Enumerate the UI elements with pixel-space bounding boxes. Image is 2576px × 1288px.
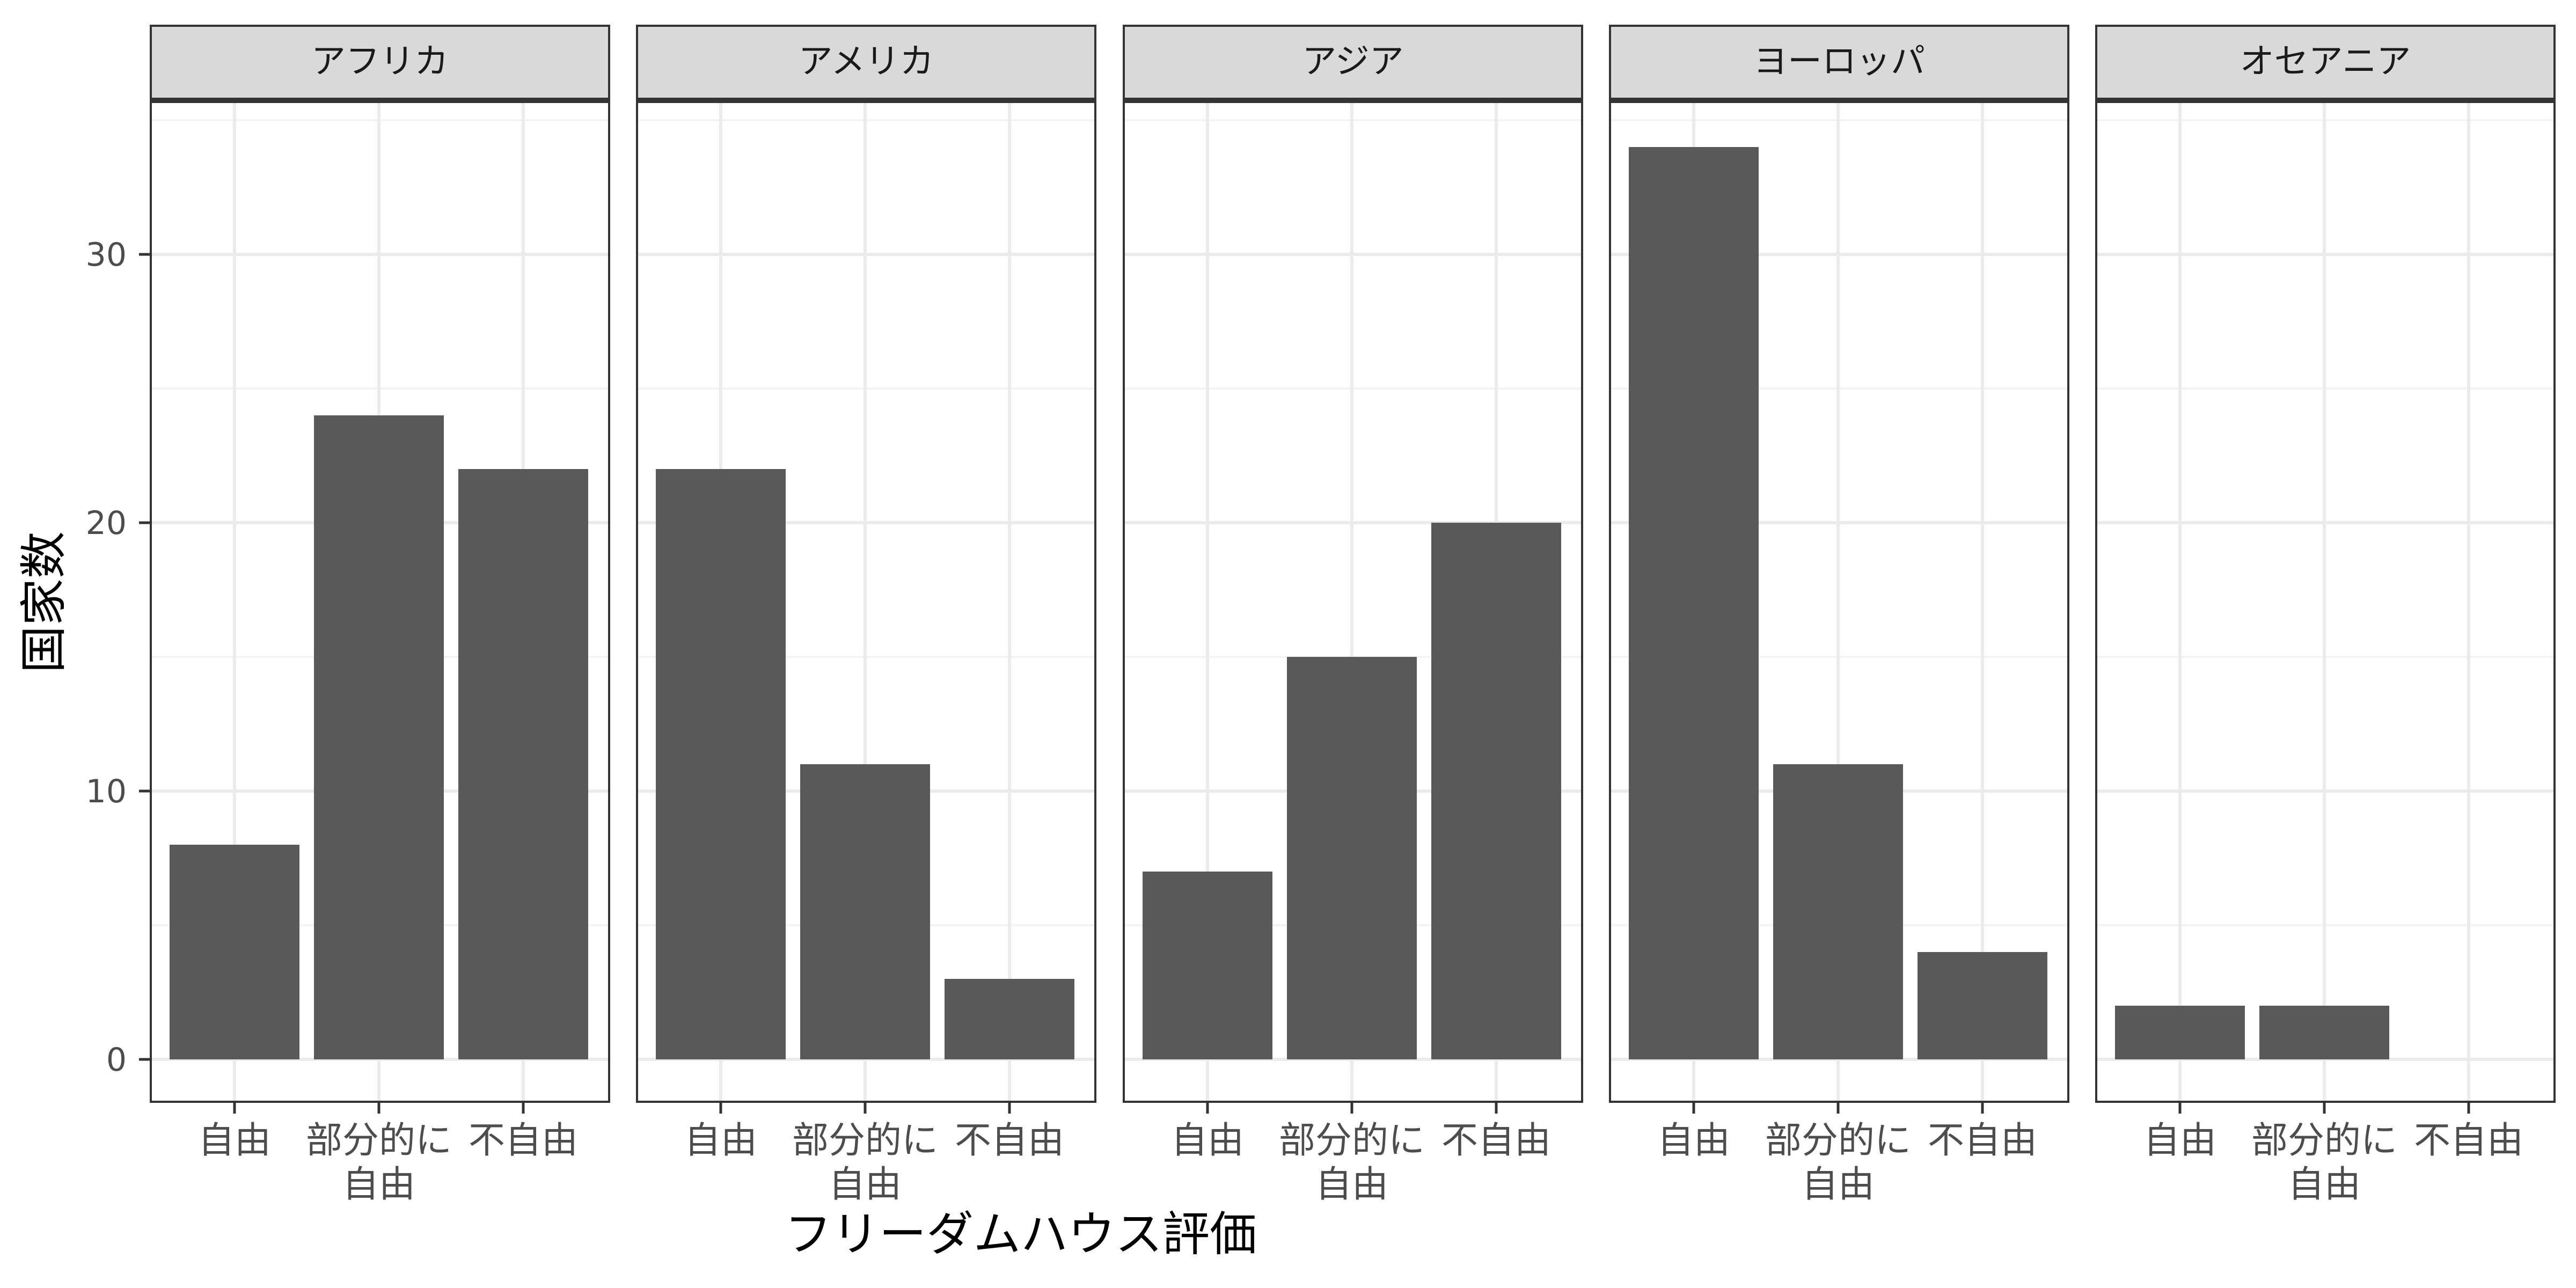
- bar: [170, 845, 299, 1059]
- x-tick-label: 部分的に自由: [306, 1119, 452, 1206]
- x-tick-label: 自由: [2143, 1119, 2216, 1162]
- x-axis-title: フリーダムハウス評価: [785, 1206, 1257, 1262]
- facet-strip: [1123, 25, 1583, 101]
- y-tick-label: 20: [86, 504, 127, 542]
- facet-strip-label: オセアニア: [2240, 42, 2411, 82]
- x-tick-label: 不自由: [469, 1119, 578, 1162]
- bar: [945, 979, 1074, 1059]
- facet-strip: [636, 25, 1096, 101]
- x-tick-label: 部分的に自由: [2251, 1119, 2397, 1206]
- y-axis-title: 国家数: [16, 531, 71, 673]
- bar: [800, 764, 930, 1059]
- bar: [1143, 872, 1272, 1059]
- y-tick-label: 10: [86, 773, 127, 810]
- x-tick-label: 自由: [1657, 1119, 1730, 1162]
- bar: [1773, 764, 1903, 1059]
- x-tick-label: 不自由: [2414, 1119, 2523, 1162]
- x-tick-label: 不自由: [1928, 1119, 2037, 1162]
- facet-strip: [1609, 25, 2069, 101]
- facet-strip-label: ヨーロッパ: [1753, 42, 1925, 82]
- x-tick-label: 部分的に自由: [792, 1119, 938, 1206]
- facet-strip: [150, 25, 610, 101]
- bar: [2259, 1006, 2389, 1059]
- facet-strip-label: アメリカ: [799, 42, 934, 82]
- y-tick-label: 0: [106, 1041, 127, 1079]
- x-tick-label: 自由: [198, 1119, 271, 1162]
- bar: [1287, 657, 1417, 1059]
- x-tick-label: 不自由: [955, 1119, 1064, 1162]
- bar: [2115, 1006, 2245, 1059]
- x-tick-label: 自由: [1171, 1119, 1244, 1162]
- y-axis: 0 10 20 30: [86, 236, 151, 1079]
- x-tick-label: 部分的に自由: [1765, 1119, 1911, 1206]
- bar: [314, 415, 444, 1059]
- x-tick-label: 部分的に自由: [1279, 1119, 1425, 1206]
- y-tick-label: 30: [86, 236, 127, 274]
- bar: [656, 469, 786, 1059]
- bar: [458, 469, 588, 1059]
- facet-strip: [2095, 25, 2556, 101]
- facet-strip-label: アフリカ: [311, 42, 449, 82]
- x-tick-label: 不自由: [1441, 1119, 1551, 1162]
- x-tick-label: 自由: [684, 1119, 757, 1162]
- facet-strip-label: アジア: [1302, 42, 1403, 82]
- bar: [1431, 523, 1561, 1059]
- bar: [1918, 952, 2047, 1059]
- bar: [1629, 147, 1759, 1059]
